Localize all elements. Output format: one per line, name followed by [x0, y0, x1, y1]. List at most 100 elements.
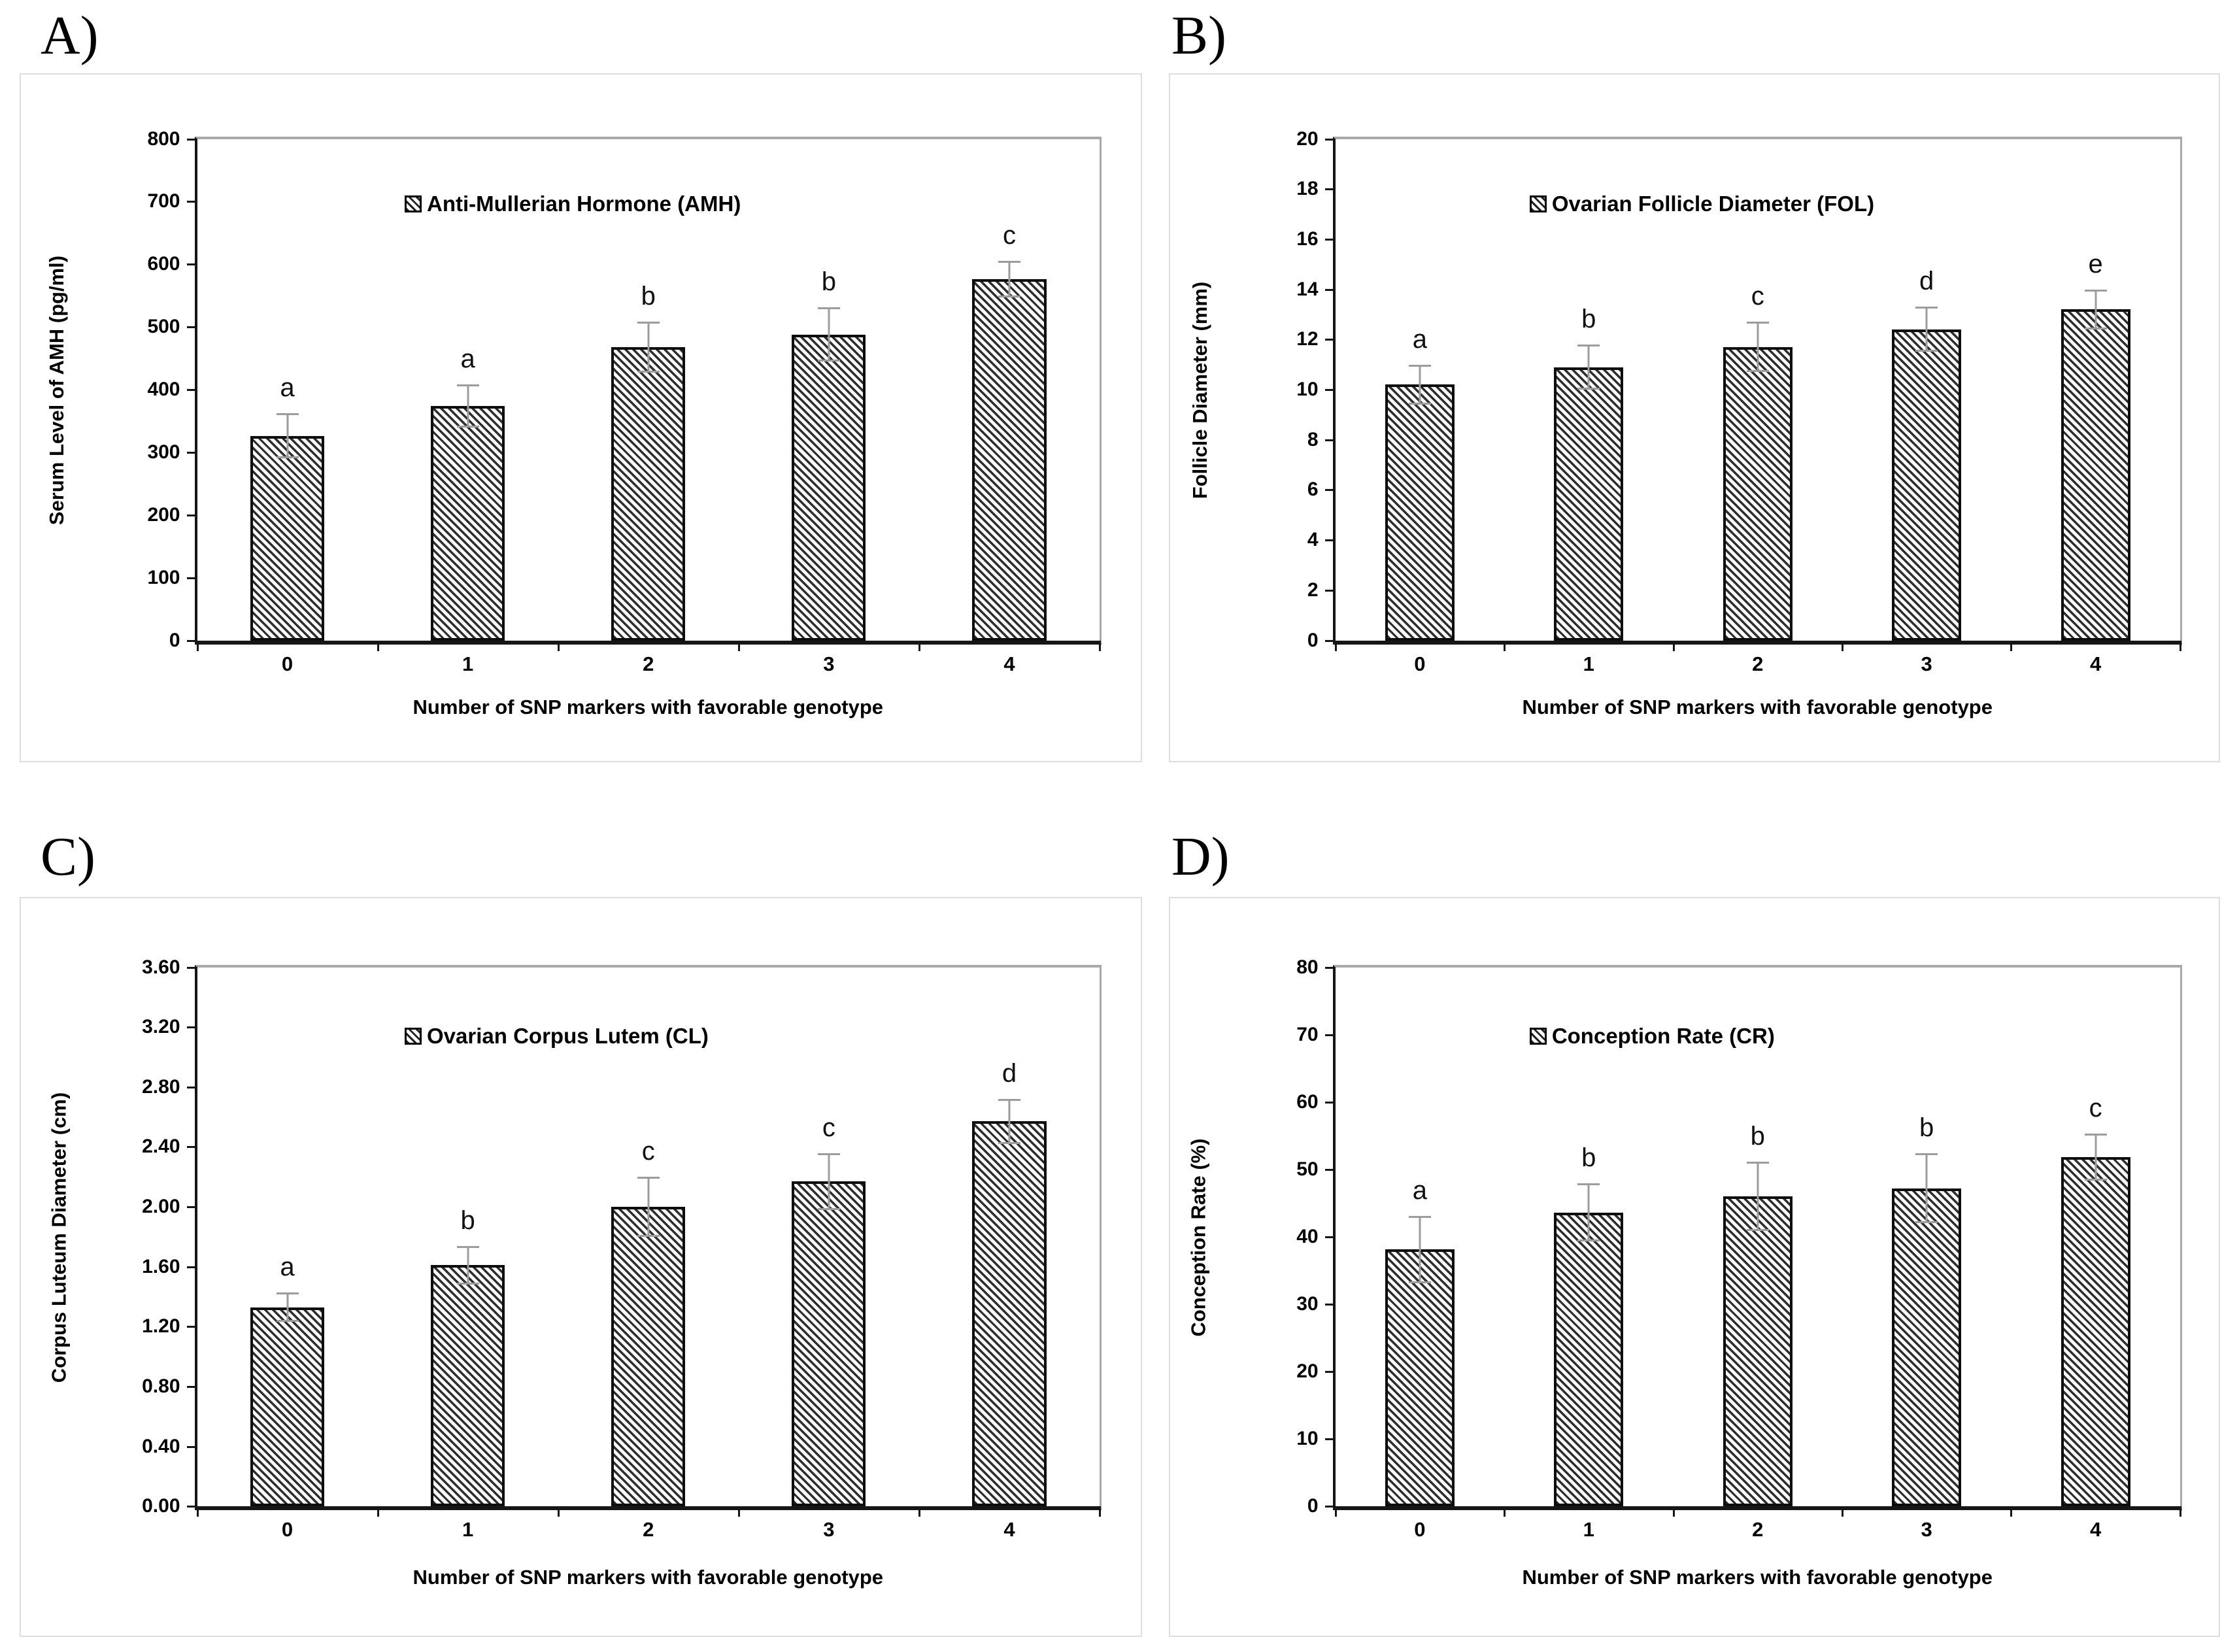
x-axis-title: Number of SNP markers with favorable gen…	[412, 696, 884, 719]
x-category-label: 0	[281, 1518, 294, 1542]
bar-b-2	[1723, 346, 1793, 641]
y-tick-mark	[186, 514, 197, 516]
error-bar	[1745, 322, 1771, 373]
y-tick-label: 500	[147, 316, 180, 338]
error-bar	[635, 1177, 662, 1237]
legend: Ovarian Follicle Diameter (FOL)	[1529, 192, 1874, 216]
legend: Conception Rate (CR)	[1529, 1024, 1775, 1049]
x-tick-mark	[1672, 1506, 1675, 1517]
significance-letter: c	[822, 1113, 835, 1142]
error-bar-cap-top	[1408, 364, 1431, 367]
significance-letter: d	[1002, 1059, 1017, 1088]
error-bar-cap-top	[817, 307, 840, 310]
x-tick-mark	[1672, 640, 1675, 651]
y-tick-mark	[1324, 1371, 1336, 1374]
y-tick-mark	[186, 138, 197, 141]
x-category-label: 4	[2089, 652, 2102, 675]
y-tick-mark	[1324, 1236, 1336, 1238]
x-axis-title: Number of SNP markers with favorable gen…	[1522, 1565, 1993, 1589]
bar-a-1	[431, 405, 505, 641]
x-category-label: 4	[1003, 652, 1015, 675]
bar-c-3	[792, 1181, 866, 1507]
error-bar-line	[1419, 364, 1421, 405]
x-tick-mark	[1334, 640, 1337, 651]
y-tick-label: 10	[1296, 1428, 1319, 1450]
y-tick-mark	[1324, 539, 1336, 542]
error-bar-line	[467, 1245, 469, 1285]
error-bar-line	[1587, 1183, 1590, 1242]
panel-fol-chart: Follicle Diameter (mm) Ovarian Follicle …	[1169, 73, 2220, 762]
error-bar-cap-top	[1746, 322, 1769, 324]
y-tick-mark	[1324, 238, 1336, 241]
y-tick-mark	[186, 1266, 197, 1268]
error-bar	[2083, 289, 2109, 329]
x-tick-mark	[2010, 640, 2013, 651]
error-bar-cap-bottom	[1577, 388, 1600, 390]
error-bar-cap-top	[1746, 1162, 1769, 1164]
error-bar-cap-top	[637, 1177, 660, 1179]
x-category-label: 2	[1752, 1518, 1764, 1542]
bar-d-4	[2061, 1157, 2130, 1507]
y-tick-mark	[1324, 1101, 1336, 1104]
legend: Anti-Mullerian Hormone (AMH)	[405, 192, 741, 216]
x-category-label: 2	[643, 652, 654, 675]
y-tick-label: 40	[1296, 1225, 1319, 1247]
significance-letter: a	[460, 345, 475, 374]
error-bar-line	[286, 413, 289, 459]
y-tick-label: 60	[1296, 1090, 1319, 1113]
x-tick-mark	[737, 640, 740, 651]
error-bar-cap-bottom	[817, 359, 840, 362]
x-category-label: 1	[1583, 652, 1594, 675]
y-tick-label: 50	[1296, 1158, 1319, 1180]
x-category-label: 4	[2089, 1518, 2102, 1542]
error-bar-cap-top	[276, 413, 299, 416]
significance-letter: e	[2088, 249, 2103, 278]
error-bar-line	[2095, 289, 2097, 329]
error-bar-line	[647, 1177, 650, 1237]
error-bar-cap-top	[2084, 1134, 2107, 1136]
x-category-label: 2	[643, 1518, 654, 1542]
x-category-label: 3	[823, 1518, 835, 1542]
y-tick-mark	[186, 1385, 197, 1388]
y-tick-mark	[186, 966, 197, 969]
y-tick-label: 100	[147, 566, 180, 588]
x-category-label: 1	[462, 1518, 474, 1542]
x-tick-mark	[377, 640, 379, 651]
y-tick-label: 0.80	[142, 1375, 180, 1397]
panel-cl-chart: Corpus Luteum Diameter (cm) Ovarian Corp…	[20, 897, 1142, 1637]
error-bar	[816, 1153, 842, 1210]
y-tick-mark	[186, 389, 197, 391]
y-tick-label: 0	[169, 629, 180, 651]
error-bar-cap-bottom	[1408, 1281, 1431, 1284]
x-tick-mark	[557, 1506, 560, 1517]
x-tick-mark	[1504, 640, 1506, 651]
error-bar-cap-bottom	[637, 1234, 660, 1237]
x-tick-mark	[1334, 1506, 1337, 1517]
significance-letter: b	[460, 1205, 475, 1235]
y-tick-mark	[1324, 1438, 1336, 1441]
bar-a-0	[250, 435, 325, 641]
bar-d-0	[1385, 1249, 1455, 1507]
error-bar-cap-bottom	[1408, 403, 1431, 405]
y-tick-label: 20	[1296, 1360, 1319, 1383]
error-bar-cap-bottom	[1915, 350, 1938, 352]
y-tick-label: 0.40	[142, 1435, 180, 1457]
error-bar-line	[467, 384, 469, 428]
error-bar-line	[1587, 344, 1590, 390]
x-category-label: 3	[1921, 652, 1932, 675]
error-bar-cap-top	[998, 261, 1020, 263]
panel-label-a: A)	[41, 5, 99, 66]
error-bar-line	[1419, 1215, 1421, 1284]
bar-b-1	[1554, 367, 1624, 641]
significance-letter: c	[1751, 282, 1764, 311]
error-bar-cap-bottom	[1746, 370, 1769, 373]
error-bar	[275, 1292, 301, 1323]
bar-c-1	[431, 1265, 505, 1507]
y-tick-label: 20	[1296, 127, 1319, 150]
error-bar-line	[828, 307, 830, 362]
y-tick-label: 200	[147, 503, 180, 526]
error-bar-cap-bottom	[1577, 1239, 1600, 1242]
y-tick-mark	[186, 451, 197, 454]
x-tick-mark	[1099, 1506, 1102, 1517]
y-tick-label: 3.20	[142, 1016, 180, 1038]
